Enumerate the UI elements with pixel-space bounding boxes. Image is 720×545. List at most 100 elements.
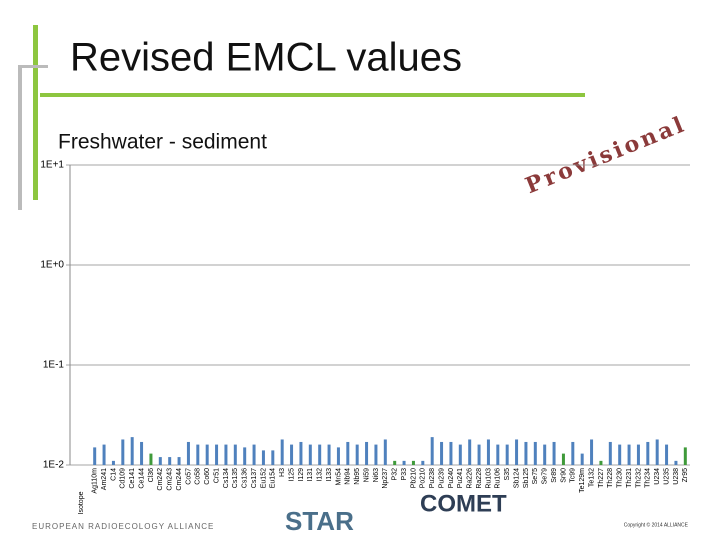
x-tick-label: Pu239 [438, 468, 445, 488]
bar [308, 444, 312, 465]
bar [318, 444, 322, 465]
bar [636, 444, 640, 465]
x-tick-label: Co57 [185, 468, 192, 485]
plot: 1E-2 1E-1 1E+0 1E+1 Ag110m Am241 C14 Cd109 Ce141… [40, 160, 690, 494]
bar [140, 441, 144, 465]
x-tick-label: Ce144 [138, 468, 145, 489]
x-tick-label: Ni59 [363, 468, 370, 483]
bar [196, 444, 200, 465]
x-tick-label: P33 [401, 468, 408, 481]
x-tick-label: Co58 [195, 468, 202, 485]
x-tick-label: Cs136 [242, 468, 249, 488]
x-tick-label: I131 [307, 468, 314, 482]
bar [130, 437, 134, 465]
y-tick-label: 1E-1 [43, 360, 65, 371]
bar [411, 460, 415, 465]
bar [177, 457, 181, 465]
chart-title: Freshwater - sediment [58, 131, 267, 154]
x-tick-label: U234 [654, 468, 661, 485]
bar [618, 444, 622, 465]
x-tick-label: Ra226 [467, 468, 474, 489]
x-tick-label: Th231 [626, 468, 633, 488]
bar [299, 441, 303, 465]
bar [252, 444, 256, 465]
x-tick-label: Th230 [617, 468, 624, 488]
bar [280, 439, 284, 465]
x-tick-label: Zr95 [682, 468, 689, 483]
bar [683, 447, 687, 465]
x-tick-label: Ni63 [373, 468, 380, 483]
bar [515, 439, 519, 465]
bar [665, 444, 669, 465]
x-tick-label: Se79 [542, 468, 549, 484]
x-tick-label: Cm244 [176, 468, 183, 491]
x-tick-label: Tc99 [570, 468, 577, 483]
x-tick-label: Th228 [607, 468, 614, 488]
bar [149, 453, 153, 465]
bar [627, 444, 631, 465]
bar [533, 441, 537, 465]
x-tick-label: Ag110m [92, 468, 99, 494]
bar [561, 453, 565, 465]
bar [374, 444, 378, 465]
bar [674, 460, 678, 465]
bar [355, 444, 359, 465]
x-tick-label: Th234 [645, 468, 652, 488]
x-tick-label: S35 [504, 468, 511, 481]
bar [121, 439, 125, 465]
x-tick-label: Pu240 [448, 468, 455, 488]
bar [168, 457, 172, 465]
annotation: Provisional [522, 111, 690, 199]
x-tick-label: Sr89 [551, 468, 558, 483]
bar [608, 441, 612, 465]
bar [543, 444, 547, 465]
bar [440, 441, 444, 465]
x-tick-label: Np237 [382, 468, 389, 489]
decor-bar [33, 25, 38, 200]
x-tick-label: Cm243 [167, 468, 174, 491]
x-tick-label: I132 [317, 468, 324, 482]
bar [505, 444, 509, 465]
bar [524, 441, 528, 465]
slide-title: Revised EMCL values [70, 36, 462, 80]
bar [243, 447, 247, 465]
x-tick-label: I125 [288, 468, 295, 482]
x-tick-label: Cm242 [157, 468, 164, 491]
bar [655, 439, 659, 465]
bar [186, 441, 190, 465]
logo: COMET [420, 490, 507, 517]
decor-line [40, 93, 585, 97]
x-tick-label: Eu154 [270, 468, 277, 488]
bar [486, 439, 490, 465]
x-tick-label: Cs135 [232, 468, 239, 488]
bar [383, 439, 387, 465]
x-tick-label: Pb210 [410, 468, 417, 488]
x-tick-label: Cs134 [223, 468, 230, 488]
bar [261, 450, 265, 465]
bar [468, 439, 472, 465]
x-tick-label: Sr90 [560, 468, 567, 483]
x-tick-label: Se75 [532, 468, 539, 484]
x-tick-label: C14 [110, 468, 117, 481]
x-axis-label: Isotope [78, 491, 85, 514]
x-tick-label: Am241 [101, 468, 108, 490]
bar [477, 444, 481, 465]
x-tick-label: Eu152 [260, 468, 267, 488]
x-tick-label: Sb124 [513, 468, 520, 488]
bar [646, 441, 650, 465]
x-tick-label: Te132 [588, 468, 595, 487]
x-tick-label: Cs137 [251, 468, 258, 488]
x-tick-label: Cr51 [213, 468, 220, 483]
x-tick-label: Nb94 [345, 468, 352, 485]
x-tick-label: Mn54 [335, 468, 342, 486]
bar [158, 457, 162, 465]
decor-bar [18, 65, 22, 210]
bar [421, 460, 425, 465]
bar [346, 441, 350, 465]
bar [365, 441, 369, 465]
x-tick-label: Cd109 [120, 468, 127, 489]
x-tick-label: Ra228 [476, 468, 483, 489]
bar [327, 444, 331, 465]
x-tick-label: Co60 [204, 468, 211, 485]
